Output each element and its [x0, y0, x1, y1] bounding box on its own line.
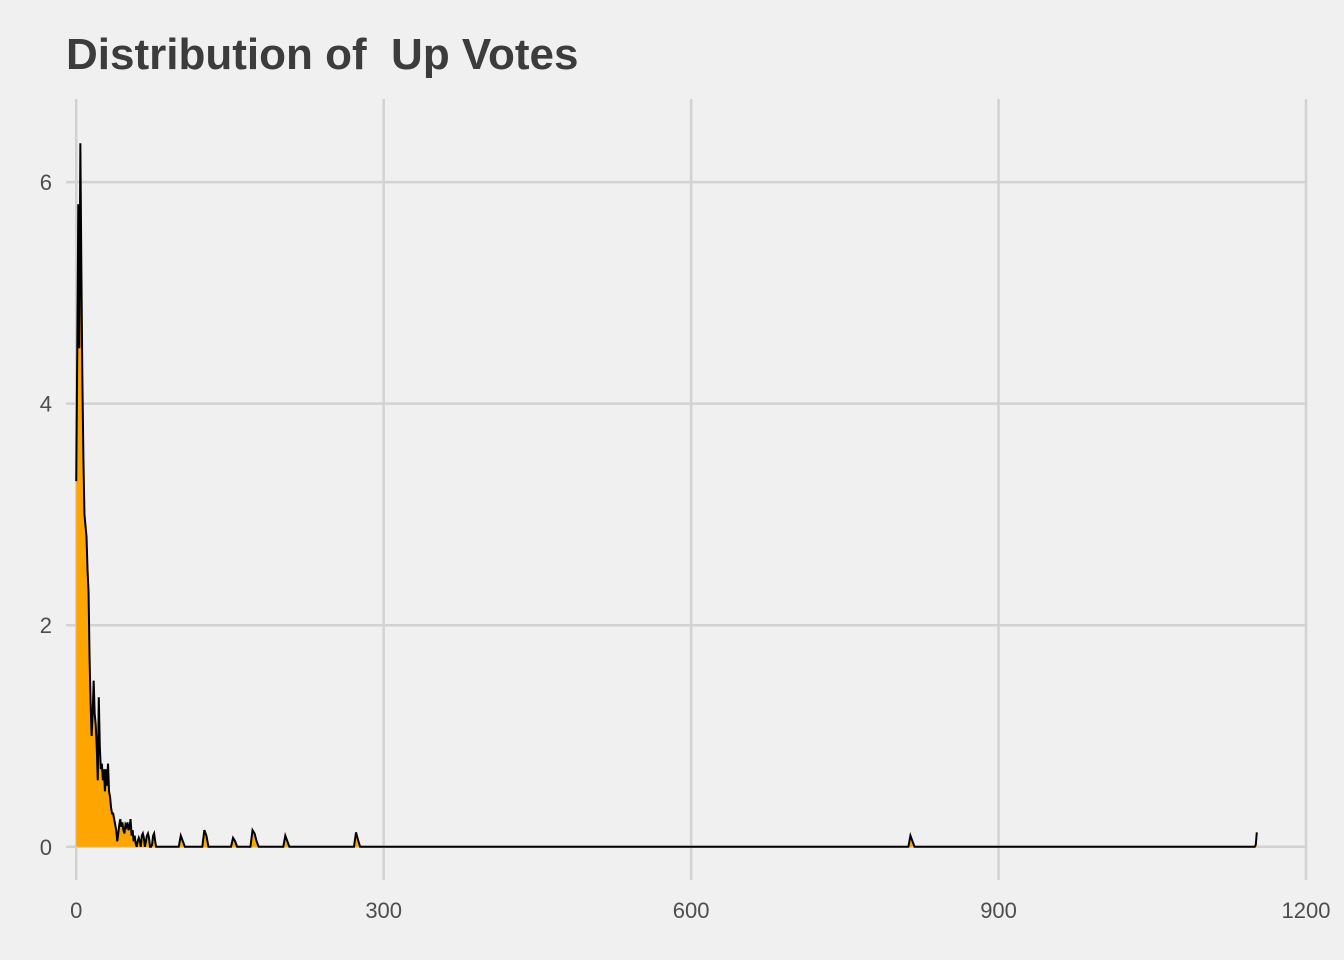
x-tick-label: 0 — [70, 898, 82, 923]
grid-lines — [66, 99, 1308, 880]
x-tick-label: 1200 — [1282, 898, 1331, 923]
density-fill — [76, 143, 1257, 847]
y-tick-label: 6 — [40, 170, 52, 195]
x-tick-label: 900 — [980, 898, 1017, 923]
axis-tick-labels: 0 2 4 6 0 300 600 900 1200 — [40, 170, 1331, 923]
chart-title: Distribution of Up Votes — [66, 30, 579, 79]
x-tick-label: 600 — [673, 898, 710, 923]
y-tick-label: 2 — [40, 613, 52, 638]
y-tick-label: 0 — [40, 835, 52, 860]
y-tick-label: 4 — [40, 392, 52, 417]
x-tick-label: 300 — [365, 898, 402, 923]
density-outline — [75, 143, 1258, 848]
density-area — [75, 143, 1258, 848]
